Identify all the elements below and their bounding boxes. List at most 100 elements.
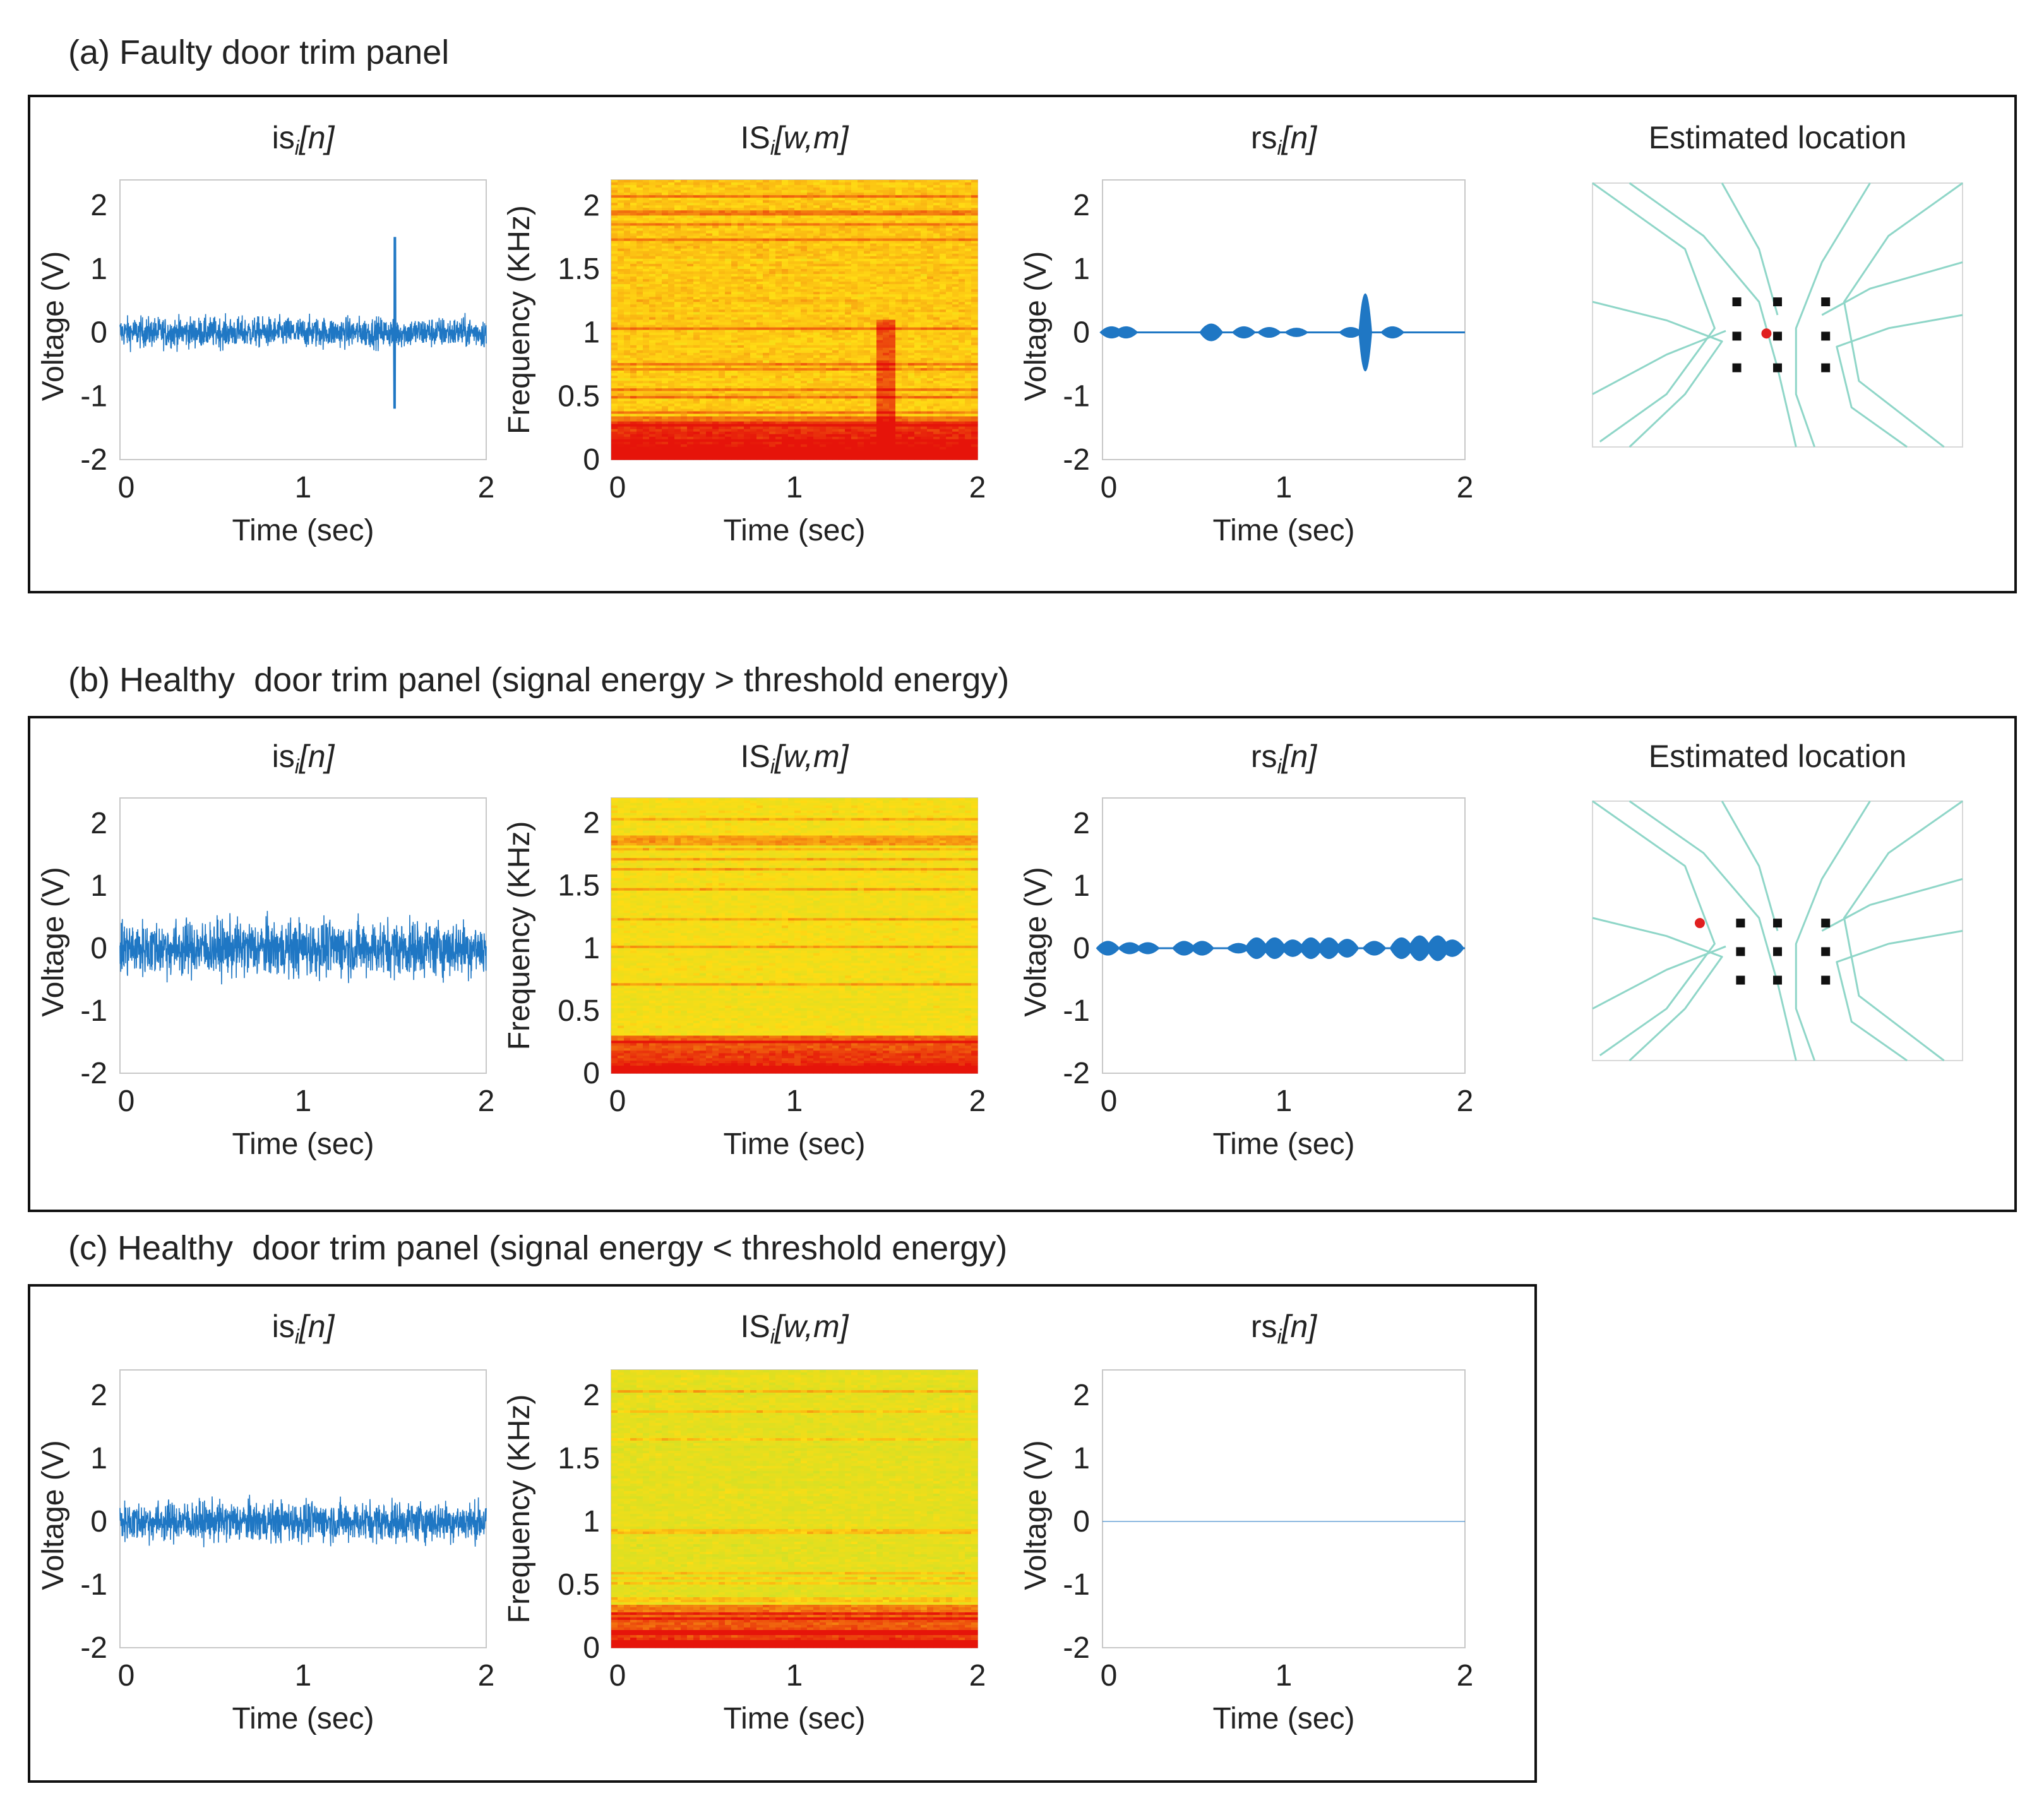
spectrogram-cell	[933, 307, 940, 310]
spectrogram-cell	[908, 213, 915, 216]
spectrogram-cell	[801, 312, 808, 315]
spectrogram-cell	[750, 284, 757, 287]
spectrogram-cell	[914, 200, 921, 203]
spectrogram-cell	[668, 355, 675, 359]
spectrogram-cell	[637, 238, 643, 242]
spectrogram-cell	[902, 263, 909, 267]
spectrogram-cell	[769, 269, 776, 272]
spectrogram-cell	[687, 312, 694, 315]
spectrogram-cell	[643, 388, 650, 391]
spectrogram-cell	[883, 210, 890, 213]
spectrogram-cell	[744, 246, 751, 249]
spectrogram-cell	[674, 342, 681, 346]
spectrogram-cell	[725, 241, 732, 244]
spectrogram-cell	[807, 363, 814, 366]
spectrogram-cell	[813, 373, 820, 376]
spectrogram-cell	[681, 261, 688, 265]
spectrogram-cell	[921, 309, 928, 312]
spectrogram-cell	[927, 210, 934, 213]
spectrogram-cell	[807, 378, 814, 381]
spectrogram-cell	[902, 243, 909, 247]
spectrogram-cell	[895, 324, 902, 328]
spectrogram-cell	[889, 195, 896, 198]
spectrogram-cell	[618, 228, 625, 232]
spectrogram-cell	[788, 230, 795, 234]
spectrogram-cell	[914, 241, 921, 244]
spectrogram-cell	[794, 187, 801, 191]
spectrogram-cell	[624, 251, 631, 254]
spectrogram-cell	[637, 383, 643, 386]
spectrogram-cell	[908, 383, 915, 386]
spectrogram-cell	[832, 248, 839, 252]
spectrogram-cell	[744, 337, 751, 341]
spectrogram-cell	[769, 233, 776, 237]
spectrogram-cell	[706, 180, 713, 183]
spectrogram-cell	[895, 266, 902, 270]
spectrogram-cell	[756, 307, 763, 310]
spectrogram-cell	[807, 269, 814, 272]
spectrogram-cell	[845, 266, 852, 270]
spectrogram-cell	[839, 360, 846, 364]
spectrogram-cell	[693, 376, 700, 379]
spectrogram-cell	[788, 337, 795, 341]
spectrogram-cell	[876, 327, 883, 331]
spectrogram-cell	[750, 263, 757, 267]
spectrogram-cell	[832, 317, 839, 321]
spectrogram-cell	[687, 327, 694, 331]
spectrogram-cell	[775, 347, 782, 351]
spectrogram-cell	[870, 190, 877, 193]
spectrogram-cell	[681, 322, 688, 326]
spectrogram-cell	[965, 371, 972, 374]
spectrogram-cell	[933, 215, 940, 218]
spectrogram-cell	[946, 246, 953, 249]
spectrogram-cell	[738, 228, 744, 232]
spectrogram-cell	[883, 371, 890, 374]
spectrogram-cell	[782, 223, 789, 227]
spectrogram-cell	[908, 345, 915, 348]
spectrogram-cell	[649, 307, 656, 310]
spectrogram-cell	[959, 324, 965, 328]
spectrogram-cell	[927, 393, 934, 396]
spectrogram-cell	[826, 319, 833, 323]
spectrogram-cell	[946, 208, 953, 211]
spectrogram-cell	[794, 352, 801, 356]
spectrogram-cell	[895, 337, 902, 341]
spectrogram-cell	[908, 352, 915, 356]
spectrogram-cell	[662, 357, 669, 361]
spectrogram-cell	[738, 284, 744, 287]
spectrogram-cell	[889, 210, 896, 213]
spectrogram-cell	[744, 195, 751, 198]
spectrogram-cell	[643, 180, 650, 183]
spectrogram-cell	[687, 185, 694, 188]
spectrogram-cell	[750, 342, 757, 346]
spectrogram-cell	[933, 218, 940, 221]
spectrogram-cell	[618, 302, 625, 305]
spectrogram-cell	[637, 302, 643, 305]
spectrogram-cell	[763, 376, 770, 379]
spectrogram-cell	[820, 182, 827, 186]
spectrogram-cell	[725, 357, 732, 361]
spectrogram-cell	[820, 235, 827, 239]
spectrogram-cell	[769, 352, 776, 356]
spectrogram-cell	[700, 357, 707, 361]
spectrogram-cell	[858, 373, 864, 376]
spectrogram-cell	[864, 289, 871, 292]
spectrogram-cell	[643, 345, 650, 348]
spectrogram-cell	[681, 371, 688, 374]
spectrogram-cell	[731, 200, 738, 203]
spectrogram-cell	[794, 213, 801, 216]
spectrogram-cell	[738, 203, 744, 206]
spectrogram-cell	[914, 352, 921, 356]
spectrogram-cell	[693, 233, 700, 237]
spectrogram-cell	[662, 312, 669, 315]
spectrogram-cell	[769, 193, 776, 196]
spectrogram-cell	[775, 363, 782, 366]
spectrogram-cell	[807, 251, 814, 254]
spectrogram-cell	[933, 210, 940, 213]
spectrogram-cell	[826, 324, 833, 328]
spectrogram-cell	[851, 355, 858, 359]
spectrogram-cell	[864, 307, 871, 310]
spectrogram-cell	[630, 314, 637, 318]
spectrogram-cell	[618, 185, 625, 188]
spectrogram-cell	[750, 215, 757, 218]
